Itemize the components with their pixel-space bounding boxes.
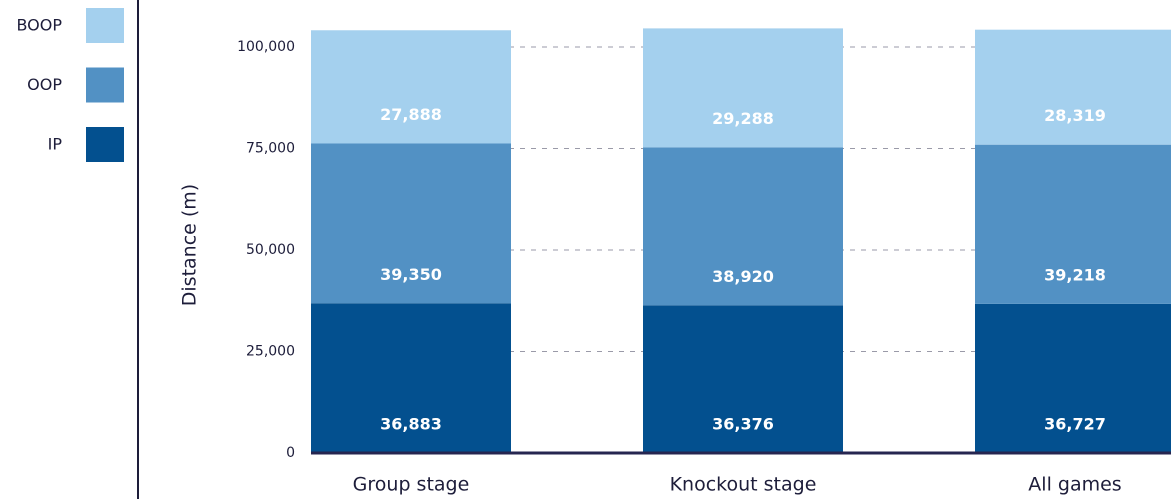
value-label: 39,218 <box>1044 265 1106 284</box>
legend-label: OOP <box>27 75 62 94</box>
y-axis-label: Distance (m) <box>179 184 201 306</box>
bar-segment <box>975 29 1171 145</box>
y-tick-label: 75,000 <box>246 141 295 157</box>
value-label: 38,920 <box>712 267 774 286</box>
value-label: 27,888 <box>380 105 442 124</box>
value-label: 36,883 <box>380 415 442 434</box>
x-tick-label: Knockout stage <box>670 474 817 496</box>
bar-segment <box>311 143 511 304</box>
value-label: 36,376 <box>712 415 774 434</box>
x-tick-label: Group stage <box>353 474 470 496</box>
legend-swatch <box>86 67 124 103</box>
bar-segment <box>643 28 843 148</box>
legend-swatch <box>86 8 124 43</box>
value-label: 28,319 <box>1044 106 1106 125</box>
bar-segment <box>975 303 1171 453</box>
bar-segment <box>975 144 1171 304</box>
y-tick-label: 0 <box>286 445 295 461</box>
bar-segment <box>311 303 511 453</box>
value-label: 39,350 <box>380 265 442 284</box>
value-label: 29,288 <box>712 109 774 128</box>
legend-swatch <box>86 127 124 162</box>
legend-label: IP <box>48 135 63 154</box>
bar-segment <box>311 30 511 144</box>
x-tick-label: All games <box>1028 474 1121 496</box>
value-label: 36,727 <box>1044 415 1106 434</box>
y-tick-label: 100,000 <box>237 39 295 55</box>
y-tick-label: 25,000 <box>246 344 295 360</box>
y-tick-label: 50,000 <box>246 242 295 258</box>
legend-label: BOOP <box>16 16 62 35</box>
bar-segment <box>643 305 843 453</box>
bar-segment <box>643 147 843 306</box>
